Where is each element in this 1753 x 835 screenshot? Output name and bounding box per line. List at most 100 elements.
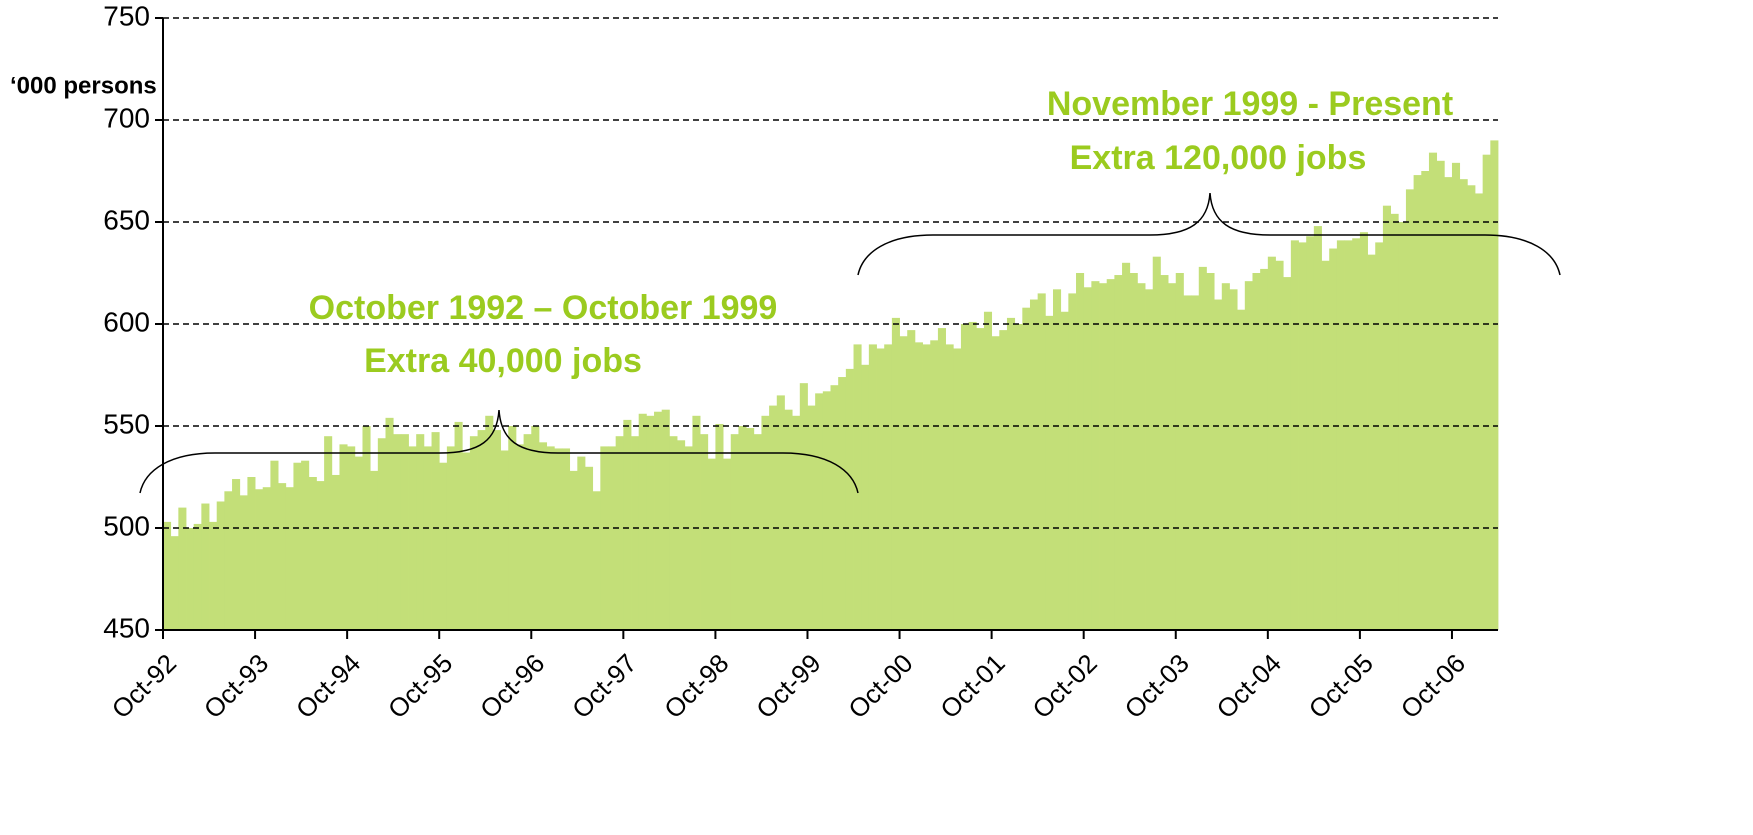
bar xyxy=(546,446,555,630)
bar xyxy=(1329,248,1338,630)
bar xyxy=(201,503,210,630)
bar xyxy=(792,415,801,630)
bar xyxy=(416,434,425,630)
bar xyxy=(1137,283,1146,630)
bar xyxy=(400,434,409,630)
bar xyxy=(1014,324,1023,630)
bar xyxy=(1359,232,1368,630)
bar xyxy=(822,391,831,630)
bar xyxy=(324,436,333,630)
bar xyxy=(285,487,294,630)
bar xyxy=(1060,311,1069,630)
bar xyxy=(239,495,248,630)
bar xyxy=(1451,162,1461,630)
bar xyxy=(1336,240,1345,631)
bar xyxy=(815,393,824,630)
bar xyxy=(1252,273,1261,630)
x-tick-label: Oct-01 xyxy=(934,648,1010,724)
bar xyxy=(838,377,847,630)
y-axis-label: ‘000 persons xyxy=(10,72,157,99)
bar xyxy=(692,415,701,630)
bar xyxy=(1198,266,1207,630)
bar xyxy=(953,348,962,630)
bar xyxy=(1375,242,1384,630)
bar xyxy=(784,409,793,630)
bar xyxy=(700,434,709,630)
bar xyxy=(354,456,363,630)
bar xyxy=(255,489,264,630)
bar xyxy=(385,417,394,630)
bar xyxy=(684,446,693,630)
bar xyxy=(1053,289,1062,630)
bar xyxy=(761,415,770,630)
annotations: October 1992 – October 1999 Extra 40,000… xyxy=(309,85,1454,380)
bar xyxy=(308,477,317,630)
bar xyxy=(1229,289,1238,630)
bar xyxy=(1352,238,1361,630)
bar xyxy=(232,479,241,630)
annotation: October 1992 – October 1999 xyxy=(309,289,778,327)
x-tick-label: Oct-98 xyxy=(658,648,734,724)
bar xyxy=(1283,277,1292,630)
bar xyxy=(462,452,471,630)
bar xyxy=(186,528,195,630)
bar xyxy=(891,317,900,630)
bar xyxy=(738,426,747,630)
bar xyxy=(1313,226,1322,630)
bar xyxy=(477,430,486,630)
bar xyxy=(937,328,946,630)
bar xyxy=(262,487,271,630)
bar xyxy=(1214,299,1223,630)
bar xyxy=(485,415,494,630)
y-tick-label: 700 xyxy=(103,102,150,133)
bar xyxy=(1183,295,1192,630)
bar xyxy=(492,430,501,630)
bar xyxy=(654,411,663,630)
bar xyxy=(899,336,908,630)
bar xyxy=(1382,205,1391,630)
bar xyxy=(807,405,816,630)
bar xyxy=(584,466,594,630)
bar xyxy=(1099,283,1108,630)
bar xyxy=(1390,213,1399,630)
bar xyxy=(1344,240,1353,631)
x-tick-label: Oct-04 xyxy=(1211,648,1287,724)
bar xyxy=(1459,179,1468,630)
bar xyxy=(922,344,931,630)
bar xyxy=(423,446,432,630)
bar xyxy=(853,344,862,630)
x-tick-label: Oct-93 xyxy=(198,648,274,724)
bar xyxy=(945,344,954,630)
bar xyxy=(1006,317,1016,630)
bar xyxy=(554,448,563,630)
bar xyxy=(1267,256,1276,630)
bar xyxy=(930,340,939,630)
x-tick-label: Oct-99 xyxy=(750,648,826,724)
x-tick-label: Oct-94 xyxy=(290,648,366,724)
bar xyxy=(393,434,402,630)
bar xyxy=(638,413,647,630)
bar xyxy=(377,438,386,630)
bar xyxy=(592,491,601,630)
x-tick-label: Oct-00 xyxy=(842,648,918,724)
bar xyxy=(1029,299,1039,630)
bar xyxy=(1106,279,1115,630)
bar xyxy=(431,432,440,630)
bar xyxy=(746,428,755,630)
bar xyxy=(600,446,609,630)
y-tick-label: 450 xyxy=(103,612,150,643)
bar xyxy=(1275,260,1284,630)
bar xyxy=(301,460,310,630)
x-tick-label: Oct-96 xyxy=(474,648,550,724)
bar xyxy=(1298,242,1307,630)
bar xyxy=(1482,154,1491,630)
bar xyxy=(1237,309,1246,630)
bar xyxy=(914,342,923,630)
bar xyxy=(1076,273,1085,630)
bar xyxy=(293,462,302,630)
bar xyxy=(316,481,325,630)
y-tick-label: 550 xyxy=(103,408,150,439)
bar xyxy=(224,491,233,630)
bar xyxy=(561,448,571,630)
